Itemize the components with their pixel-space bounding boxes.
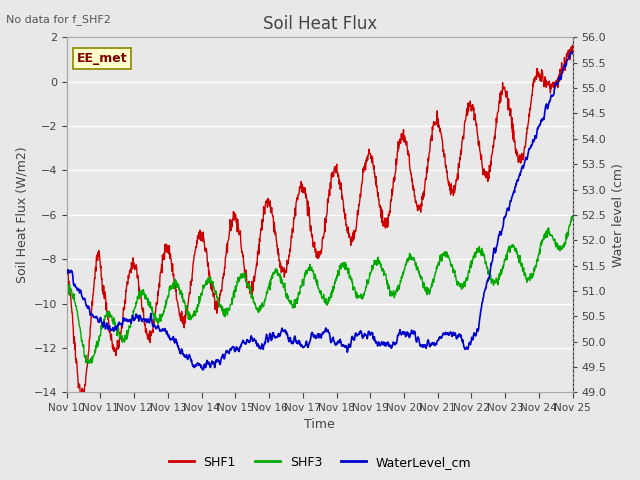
Y-axis label: Soil Heat Flux (W/m2): Soil Heat Flux (W/m2) bbox=[15, 146, 28, 283]
Legend: SHF1, SHF3, WaterLevel_cm: SHF1, SHF3, WaterLevel_cm bbox=[164, 451, 476, 474]
X-axis label: Time: Time bbox=[304, 419, 335, 432]
Text: No data for f_SHF2: No data for f_SHF2 bbox=[6, 14, 111, 25]
Y-axis label: Water level (cm): Water level (cm) bbox=[612, 163, 625, 267]
Text: EE_met: EE_met bbox=[77, 52, 127, 65]
Title: Soil Heat Flux: Soil Heat Flux bbox=[262, 15, 377, 33]
